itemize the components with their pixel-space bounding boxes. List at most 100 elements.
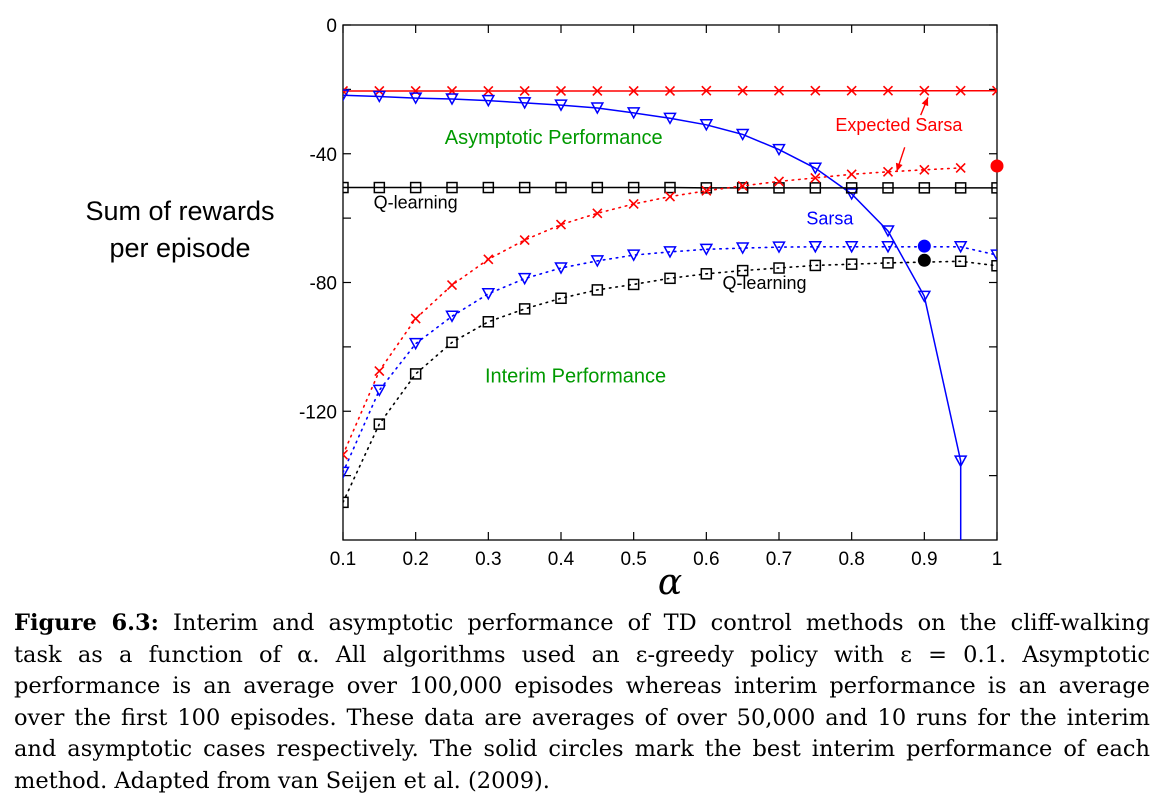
q-learning-asymptotic-label: Q-learning (374, 192, 458, 212)
data-point-expected-sarsa-interim (410, 313, 421, 324)
data-point-expected-sarsa-interim (628, 198, 639, 210)
data-point-sarsa-asymptotic (445, 93, 459, 106)
data-point-q-learning-asymptotic (954, 182, 967, 194)
data-point-sarsa-interim (590, 255, 605, 268)
data-point-sarsa-asymptotic (481, 94, 496, 108)
data-point-expected-sarsa-asymptotic (555, 85, 567, 97)
data-point-q-learning-interim (736, 264, 749, 277)
caption-line-1-text: Interim and asymptotic performance of TD… (158, 610, 1150, 636)
x-tick-label: 0.7 (766, 549, 792, 570)
data-point-sarsa-asymptotic (772, 143, 786, 157)
interim-performance-label: Interim Performance (485, 365, 666, 387)
x-tick-label: 0.5 (620, 549, 646, 570)
data-point-sarsa-asymptotic (626, 107, 641, 120)
data-point-expected-sarsa-interim (846, 169, 857, 180)
data-point-q-learning-interim (409, 368, 422, 380)
data-point-sarsa-interim (343, 466, 350, 479)
data-point-sarsa-asymptotic (735, 128, 750, 141)
data-point-expected-sarsa-interim (701, 185, 712, 196)
data-point-q-learning-interim (954, 255, 967, 268)
data-point-expected-sarsa-interim (555, 219, 567, 230)
caption-label: Figure 6.3: (14, 610, 159, 636)
annotation-arrow-head (895, 162, 903, 172)
figure-caption: Figure 6.3: Interim and asymptotic perfo… (14, 608, 1150, 797)
data-point-sarsa-asymptotic (917, 290, 932, 303)
data-point-q-learning-asymptotic (482, 181, 495, 194)
data-point-sarsa-interim (554, 262, 568, 275)
series-line-sarsa-asymptotic (343, 94, 962, 540)
plot-frame (342, 24, 998, 541)
x-tick-label: 0.8 (838, 549, 864, 570)
data-point-q-learning-asymptotic (918, 182, 931, 194)
chart: 0.1 0.2 0.3 0.4 0.5 0.6 0.7 0.8 0.9 1 0 -40 -80 -120 α… (299, 16, 1004, 600)
asymptotic-performance-label: Asymptotic Performance (445, 127, 663, 149)
data-point-sarsa-asymptotic (881, 225, 895, 238)
x-tick-label: 0.6 (693, 549, 719, 570)
data-point-expected-sarsa-interim (810, 172, 821, 183)
data-point-q-learning-asymptotic (991, 182, 997, 194)
data-point-expected-sarsa-asymptotic (773, 85, 785, 96)
data-point-q-learning-asymptotic (845, 182, 858, 194)
data-point-sarsa-asymptotic (808, 162, 823, 175)
data-point-sarsa-interim (408, 337, 423, 351)
data-point-sarsa-asymptotic (408, 92, 423, 105)
data-point-q-learning-asymptotic (555, 181, 567, 194)
data-point-q-learning-asymptotic (409, 181, 422, 194)
x-tick-label: 0.4 (548, 549, 575, 570)
data-point-expected-sarsa-interim (664, 191, 676, 202)
data-point-q-learning-interim (882, 257, 894, 269)
data-point-q-learning-interim (518, 303, 531, 315)
data-point-expected-sarsa-interim (592, 208, 603, 219)
data-point-q-learning-asymptotic (591, 181, 604, 194)
y-tick-label: -120 (299, 402, 337, 423)
data-point-expected-sarsa-interim (882, 166, 894, 177)
data-point-sarsa-asymptotic (844, 188, 859, 201)
caption-line-3: performance is an average over 100,000 e… (14, 673, 1150, 699)
data-point-q-learning-interim (555, 292, 567, 305)
data-point-sarsa-interim (626, 249, 641, 262)
data-point-expected-sarsa-asymptotic (628, 85, 639, 97)
data-point-sarsa-interim (372, 384, 387, 397)
data-point-q-learning-interim (591, 284, 604, 296)
data-point-sarsa-interim (953, 241, 968, 254)
data-point-expected-sarsa-asymptotic (483, 85, 494, 97)
data-point-sarsa-interim (445, 310, 459, 323)
data-point-expected-sarsa-asymptotic (810, 85, 821, 96)
best-interim-marker-expected-sarsa-interim (990, 159, 1004, 173)
data-point-sarsa-interim (517, 272, 532, 286)
series-sarsa-interim (343, 241, 997, 479)
data-point-expected-sarsa-asymptotic (919, 85, 930, 96)
data-point-expected-sarsa-asymptotic (846, 85, 857, 96)
data-point-q-learning-interim (482, 316, 495, 328)
data-point-expected-sarsa-asymptotic (991, 85, 997, 96)
data-point-expected-sarsa-interim (955, 162, 966, 173)
y-tick-label: -80 (310, 274, 337, 295)
data-point-q-learning-asymptotic (736, 182, 749, 194)
y-axis-label-line-1: Sum of rewards (85, 196, 275, 226)
data-point-q-learning-asymptotic (373, 181, 386, 194)
sarsa-label: Sarsa (806, 209, 854, 229)
data-point-q-learning-asymptotic (809, 182, 822, 194)
data-point-expected-sarsa-interim (919, 164, 930, 175)
y-tick-label: 0 (326, 16, 337, 37)
data-point-expected-sarsa-interim (343, 449, 349, 460)
caption-line-5: and asymptotic cases respectively. The s… (14, 736, 1150, 762)
x-tick-label: 0.2 (402, 549, 428, 570)
data-point-sarsa-interim (844, 241, 859, 254)
data-point-expected-sarsa-asymptotic (519, 85, 530, 97)
data-point-sarsa-interim (881, 241, 895, 254)
series-q-learning-asymptotic (343, 181, 997, 194)
data-point-expected-sarsa-asymptotic (664, 85, 676, 97)
data-point-q-learning-interim (664, 272, 676, 285)
data-point-expected-sarsa-interim (737, 180, 748, 192)
series-q-learning-interim (343, 255, 997, 509)
data-point-expected-sarsa-interim (483, 254, 494, 265)
series-sarsa-asymptotic (343, 89, 968, 540)
annotation-arrow-head (921, 97, 929, 107)
x-axis-label: α (658, 562, 682, 600)
caption-line-4: over the first 100 episodes. These data … (14, 704, 1150, 731)
series-line-expected-sarsa-interim (343, 167, 962, 456)
data-point-expected-sarsa-asymptotic (701, 85, 712, 96)
data-point-sarsa-asymptotic (343, 89, 350, 102)
data-point-sarsa-asymptotic (554, 99, 568, 112)
